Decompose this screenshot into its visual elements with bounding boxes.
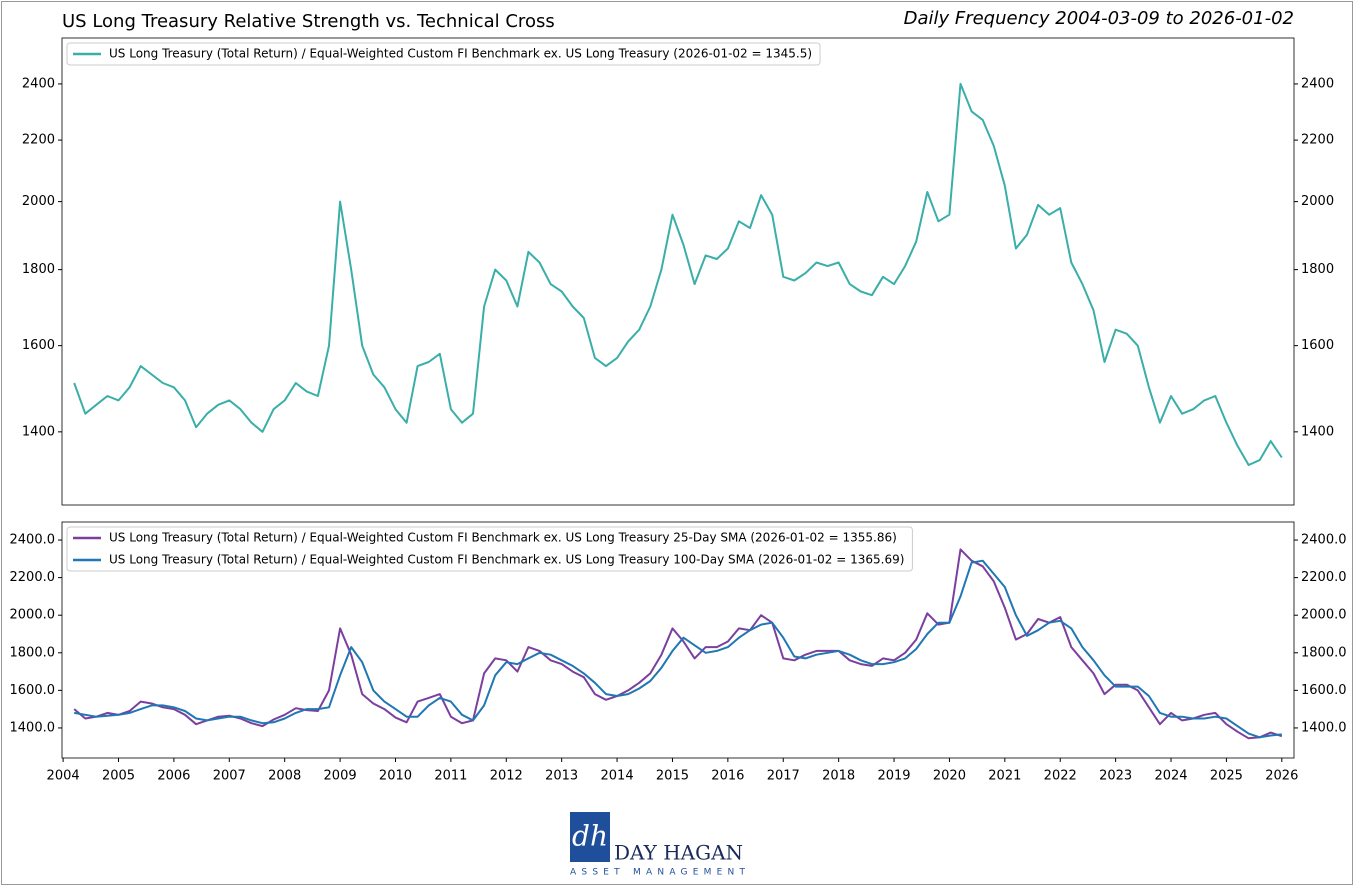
x-tick-label: 2017 (767, 769, 800, 784)
y-tick-label: 2000.0 (10, 608, 56, 623)
legend-label: US Long Treasury (Total Return) / Equal-… (109, 553, 904, 567)
x-tick-label: 2010 (379, 769, 412, 784)
logo-mark: dh (572, 820, 608, 853)
y-tick-label: 2400.0 (10, 533, 56, 548)
x-tick-label: 2011 (434, 769, 467, 784)
x-tick-label: 2014 (601, 769, 634, 784)
plot-area (61, 521, 1295, 759)
logo: dh DAY HAGAN ASSET MANAGEMENT (570, 812, 748, 878)
y-tick-label-right: 2000.0 (1301, 608, 1347, 623)
x-tick-label: 2021 (988, 769, 1021, 784)
y-tick-label-right: 1800.0 (1301, 645, 1347, 660)
y-tick-label: 2200 (22, 133, 55, 148)
x-tick-label: 2009 (324, 769, 357, 784)
x-tick-label: 2005 (102, 769, 135, 784)
series-line (73, 548, 1283, 740)
x-tick-label: 2008 (268, 769, 301, 784)
chart-title: US Long Treasury Relative Strength vs. T… (62, 11, 555, 32)
y-tick-label: 1400.0 (10, 720, 56, 735)
x-tick-label: 2022 (1044, 769, 1077, 784)
y-tick-label-right: 1600 (1301, 338, 1334, 353)
y-tick-label: 2000 (22, 194, 55, 209)
y-tick-label: 2200.0 (10, 570, 56, 585)
x-tick-label: 2023 (1099, 769, 1132, 784)
legend-box (66, 526, 913, 572)
x-tick-label: 2007 (213, 769, 246, 784)
x-tick-label: 2025 (1210, 769, 1243, 784)
y-tick-label: 2400 (22, 76, 55, 91)
legend-label: US Long Treasury (Total Return) / Equal-… (109, 531, 897, 545)
series-line (73, 82, 1283, 466)
x-tick-label: 2018 (822, 769, 855, 784)
y-tick-label: 1400 (22, 424, 55, 439)
x-tick-label: 2004 (47, 769, 80, 784)
plot-area (61, 37, 1295, 506)
y-tick-label-right: 2200 (1301, 133, 1334, 148)
y-tick-label-right: 1400 (1301, 424, 1334, 439)
legend-label: US Long Treasury (Total Return) / Equal-… (109, 47, 812, 61)
y-tick-label: 1600 (22, 338, 55, 353)
y-tick-label-right: 1400.0 (1301, 720, 1347, 735)
x-tick-label: 2006 (157, 769, 190, 784)
x-tick-label: 2020 (933, 769, 966, 784)
y-tick-label-right: 1600.0 (1301, 683, 1347, 698)
logo-box (570, 812, 610, 862)
legend: US Long Treasury (Total Return) / Equal-… (66, 42, 821, 66)
y-tick-label: 1600.0 (10, 683, 56, 698)
y-tick-label-right: 2000 (1301, 194, 1334, 209)
y-tick-label-right: 2400.0 (1301, 533, 1347, 548)
x-tick-label: 2013 (545, 769, 578, 784)
y-tick-label-right: 2200.0 (1301, 570, 1347, 585)
y-tick-label: 1800.0 (10, 645, 56, 660)
x-tick-label: 2015 (656, 769, 689, 784)
logo-name: DAY HAGAN (614, 841, 743, 865)
legend-box (66, 42, 821, 66)
x-tick-label: 2016 (711, 769, 744, 784)
legend: US Long Treasury (Total Return) / Equal-… (66, 526, 913, 572)
y-tick-label: 1800 (22, 262, 55, 277)
logo-tagline: ASSET MANAGEMENT (570, 868, 748, 878)
x-tick-label: 2026 (1265, 769, 1298, 784)
chart-subtitle: Daily Frequency 2004-03-09 to 2026-01-02 (904, 8, 1294, 29)
x-tick-label: 2024 (1154, 769, 1187, 784)
y-tick-label-right: 2400 (1301, 76, 1334, 91)
y-tick-label-right: 1800 (1301, 262, 1334, 277)
x-tick-label: 2012 (490, 769, 523, 784)
series-line (74, 559, 1282, 739)
x-tick-label: 2019 (877, 769, 910, 784)
